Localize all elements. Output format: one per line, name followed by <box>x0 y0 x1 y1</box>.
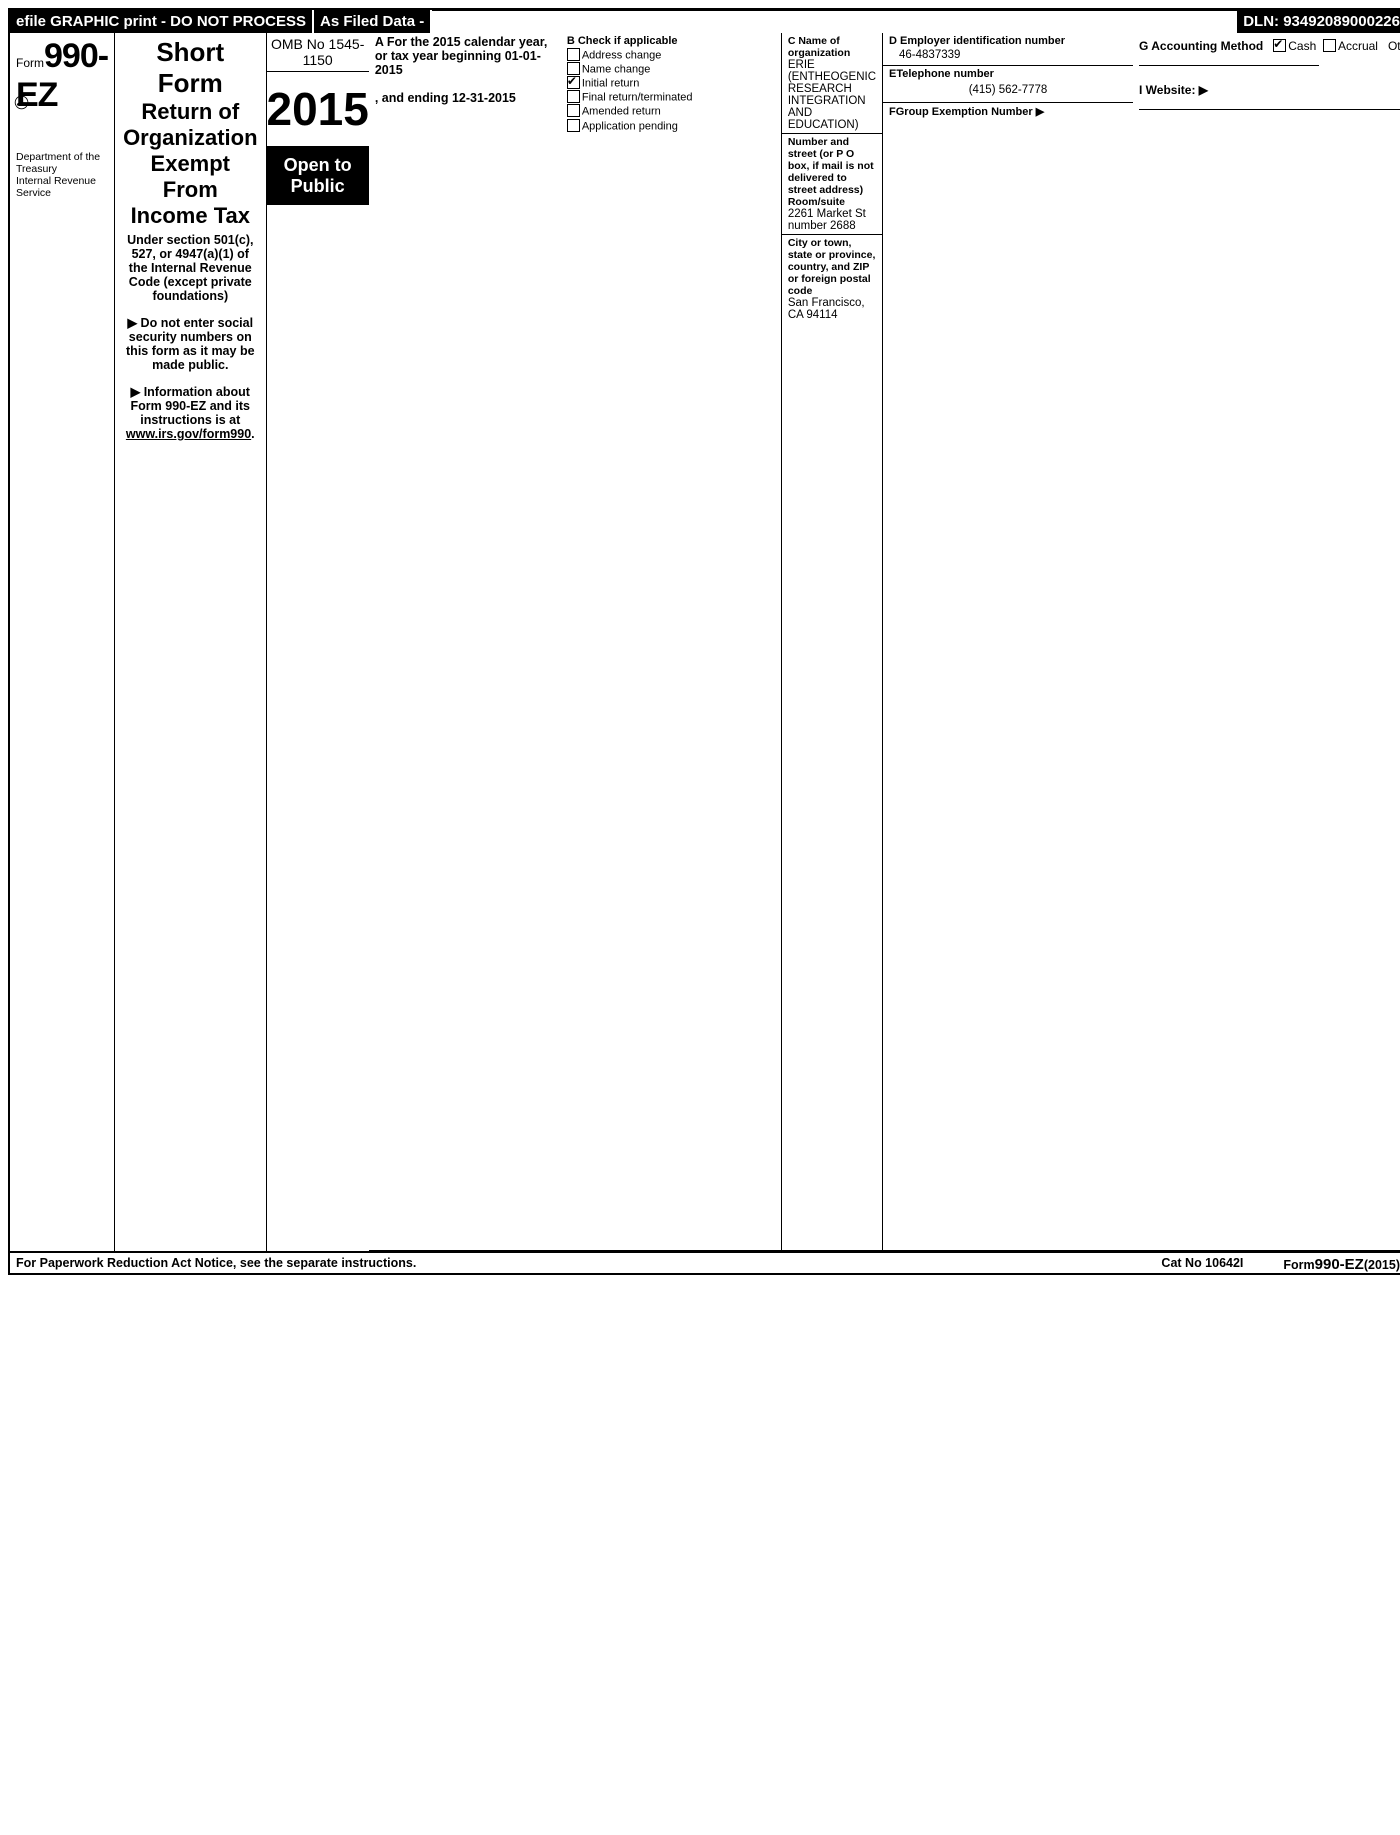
chk-initial[interactable]: Initial return <box>567 77 777 91</box>
form-container: efile GRAPHIC print - DO NOT PROCESS As … <box>8 8 1400 1275</box>
street: 2261 Market St number 2688 <box>788 208 876 232</box>
dept-irs: Internal Revenue Service <box>16 175 108 199</box>
column-d: D Employer identification number 46-4837… <box>882 33 1133 1250</box>
asfiled-label: As Filed Data - <box>312 10 432 33</box>
chk-accrual[interactable] <box>1323 39 1336 52</box>
omb-number: OMB No 1545-1150 <box>267 33 369 72</box>
tax-year: 2015 <box>267 72 369 147</box>
subtitle: Under section 501(c), 527, or 4947(a)(1)… <box>123 233 257 303</box>
form-prefix: Form <box>16 56 44 70</box>
group-exemption-label: FGroup Exemption Number ▶ <box>889 105 1127 118</box>
footer-right: Form990-EZ(2015) <box>1283 1256 1400 1273</box>
column-b-checkboxes: B Check if applicable Address change Nam… <box>561 33 782 1250</box>
chk-pending[interactable]: Application pending <box>567 120 777 134</box>
row-ghi: G Accounting Method Cash Accrual Other (… <box>1133 33 1400 1251</box>
header-center: Short Form Return of Organization Exempt… <box>115 33 265 1251</box>
row-a-tax-year: A For the 2015 calendar year, or tax yea… <box>369 33 561 1251</box>
chk-address[interactable]: Address change <box>567 49 777 63</box>
form-header: Form990-EZ ✇ Department of the Treasury … <box>10 33 1400 1253</box>
footer-left: For Paperwork Reduction Act Notice, see … <box>16 1256 1121 1273</box>
efile-label: efile GRAPHIC print - DO NOT PROCESS <box>10 10 312 33</box>
city: San Francisco, CA 94114 <box>788 297 876 321</box>
short-form-title: Short Form <box>123 37 257 99</box>
top-bar: efile GRAPHIC print - DO NOT PROCESS As … <box>10 10 1400 33</box>
org-name-label: C Name of organization <box>788 35 876 59</box>
chk-name[interactable]: Name change <box>567 63 777 77</box>
footer: For Paperwork Reduction Act Notice, see … <box>10 1253 1400 1273</box>
telephone: (415) 562-7778 <box>889 80 1127 100</box>
irs-seal-icon: ✇ <box>14 93 29 114</box>
org-name: ERIE (ENTHEOGENIC RESEARCH INTEGRATION A… <box>788 59 876 131</box>
tel-label: ETelephone number <box>889 68 1127 80</box>
chk-cash[interactable] <box>1273 39 1286 52</box>
column-c: C Name of organization ERIE (ENTHEOGENIC… <box>782 33 882 1250</box>
row-i: I Website: ▶ <box>1139 83 1400 113</box>
row-g: G Accounting Method Cash Accrual Other (… <box>1139 39 1400 69</box>
bullet-2: ▶ Information about Form 990-EZ and its … <box>123 384 257 441</box>
city-label: City or town, state or province, country… <box>788 237 876 297</box>
bullet-1: ▶ Do not enter social security numbers o… <box>123 315 257 372</box>
chk-amended[interactable]: Amended return <box>567 105 777 119</box>
chk-final[interactable]: Final return/terminated <box>567 91 777 105</box>
street-label: Number and street (or P O box, if mail i… <box>788 136 876 208</box>
ein-label: D Employer identification number <box>889 35 1127 47</box>
dln-label: DLN: 93492089000226 <box>1237 10 1400 33</box>
header-right: OMB No 1545-1150 2015 Open to Public <box>266 33 369 1251</box>
open-public: Open to Public <box>267 147 369 205</box>
dept-treasury: Department of the Treasury <box>16 151 108 175</box>
irs-link[interactable]: www.irs.gov/form990 <box>126 427 251 441</box>
main-title: Return of Organization Exempt From Incom… <box>123 99 257 229</box>
footer-cat: Cat No 10642I <box>1121 1256 1283 1273</box>
form-number: 990-EZ <box>16 37 108 114</box>
ein: 46-4837339 <box>889 47 1127 63</box>
header-left: Form990-EZ ✇ Department of the Treasury … <box>10 33 115 1251</box>
section-bcd: B Check if applicable Address change Nam… <box>561 33 1133 1251</box>
